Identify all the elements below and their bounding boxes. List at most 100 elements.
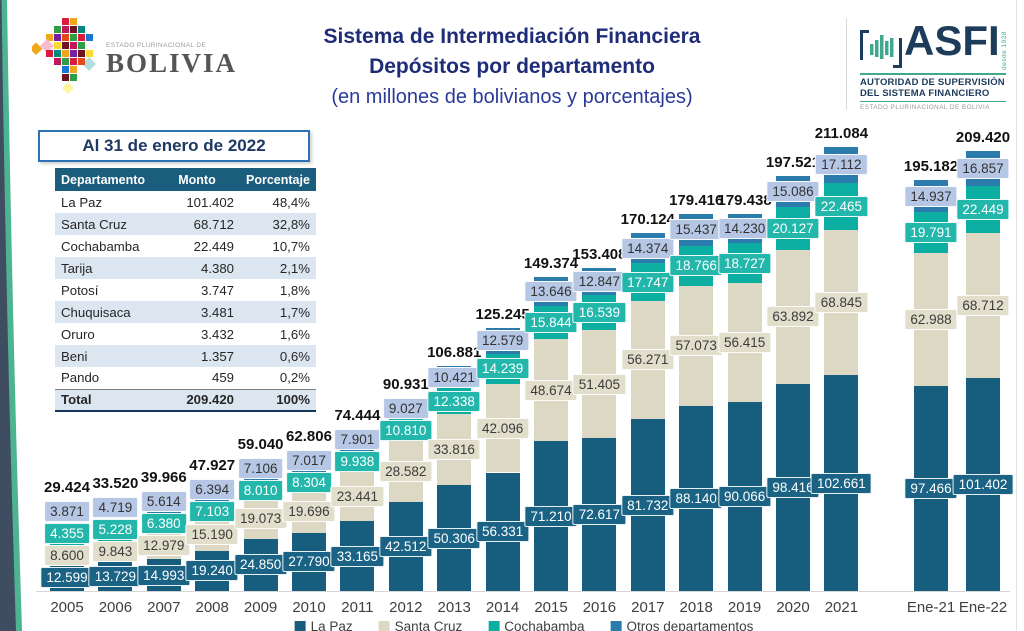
legend-item-otros-departamentos: Otros departamentos (610, 619, 753, 631)
value-label-santa-cruz: 63.892 (766, 306, 820, 328)
left-swoosh-decoration (0, 0, 22, 631)
value-label-cochabamba: 6.380 (140, 513, 187, 535)
value-label-santa-cruz: 68.845 (814, 292, 869, 314)
porcentaje-cell: 100% (240, 388, 316, 412)
legend-swatch-icon (294, 621, 306, 631)
bolivia-logo-line2: BOLIVIA (106, 48, 238, 78)
legend-swatch-icon (378, 621, 390, 631)
table-row: Chuquisaca 3.481 1,7% (55, 301, 316, 323)
bar-total-label: 59.040 (237, 435, 284, 453)
value-label-santa-cruz: 19.696 (282, 501, 336, 523)
bar-total-label: 90.931 (382, 375, 429, 393)
bar-total-label: 33.520 (92, 475, 139, 493)
value-label-cochabamba: 4.355 (44, 522, 90, 544)
value-label-santa-cruz: 42.096 (475, 417, 530, 439)
monto-cell: 4.380 (200, 260, 234, 276)
value-label-santa-cruz: 28.582 (379, 461, 433, 483)
departments-table: Departamento Monto Porcentaje La Paz 101.… (55, 168, 316, 412)
value-label-la-paz: 98.416 (766, 476, 820, 498)
bar-total-label: 179.416 (669, 191, 724, 209)
table-row: Cochabamba 22.449 10,7% (55, 235, 316, 257)
monto-cell: 209.420 (154, 388, 240, 412)
value-label-cochabamba: 18.727 (717, 252, 772, 274)
value-label-santa-cruz: 62.988 (904, 309, 958, 331)
value-label-otros-departamentos: 5.614 (140, 491, 187, 513)
value-label-santa-cruz: 19.073 (233, 508, 288, 530)
x-axis-category-label: 2016 (582, 599, 617, 616)
slide-right-edge (1016, 0, 1017, 631)
monto-cell: 68.712 (193, 216, 234, 232)
legend-swatch-icon (488, 621, 500, 631)
value-label-la-paz: 33.165 (330, 545, 385, 567)
asfi-rule-bottom (860, 101, 1006, 103)
value-label-cochabamba: 9.938 (334, 450, 381, 472)
value-label-otros-departamentos: 7.017 (286, 449, 332, 471)
value-label-la-paz: 97.466 (904, 477, 958, 499)
value-label-santa-cruz: 9.843 (92, 541, 139, 563)
value-label-otros-departamentos: 17.112 (815, 154, 868, 176)
legend-item-santa-cruz: Santa Cruz (378, 619, 462, 631)
bar-total-label: 47.927 (189, 456, 236, 474)
value-label-cochabamba: 22.465 (814, 196, 869, 218)
value-label-cochabamba: 15.844 (524, 311, 578, 333)
value-label-la-paz: 71.210 (524, 505, 578, 527)
bolivia-logo-line1: ESTADO PLURINACIONAL DE (106, 42, 207, 49)
asfi-subtitle-line2: DEL SISTEMA FINANCIERO (860, 88, 990, 100)
chart-titles: Sistema de Intermediación Financiera Dep… (262, 22, 762, 112)
x-axis-category-label: 2015 (534, 599, 568, 616)
porcentaje-cell: 0,2% (279, 370, 310, 386)
bar-total-label: 195.182 (903, 158, 959, 176)
x-axis-category-label: Ene-21 (906, 599, 956, 616)
monto-cell: 22.449 (193, 238, 234, 254)
dept-name-cell: Tarija (61, 260, 93, 276)
equalizer-bars-icon (860, 30, 902, 68)
as-of-date-box: Al 31 de enero de 2022 (38, 130, 310, 162)
value-label-la-paz: 81.732 (621, 494, 675, 516)
value-label-la-paz: 42.512 (379, 535, 433, 557)
value-label-cochabamba: 19.791 (904, 222, 958, 244)
value-label-la-paz: 102.661 (810, 472, 872, 494)
table-row: Santa Cruz 68.712 32,8% (55, 213, 316, 235)
value-label-cochabamba: 18.766 (669, 255, 723, 277)
bar-total-label: 29.424 (44, 478, 90, 496)
porcentaje-cell: 0,6% (279, 348, 310, 364)
value-label-otros-departamentos: 6.394 (189, 478, 236, 500)
porcentaje-cell: 1,8% (279, 282, 310, 298)
value-label-cochabamba: 14.239 (475, 358, 530, 380)
x-axis-category-label: 2007 (147, 599, 181, 616)
monto-cell: 3.481 (200, 304, 234, 320)
x-axis-category-label: 2021 (824, 599, 859, 616)
value-label-otros-departamentos: 7.106 (237, 457, 284, 479)
x-axis-category-label: 2014 (485, 599, 520, 616)
title-line3: (en millones de bolivianos y porcentajes… (331, 85, 693, 108)
x-axis-category-label: 2006 (98, 599, 133, 616)
bar-total-label: 170.124 (620, 211, 675, 229)
x-axis-category-label: 2005 (50, 599, 84, 616)
value-label-cochabamba: 12.338 (427, 390, 481, 412)
table-header-row: Departamento Monto Porcentaje (55, 168, 316, 191)
value-label-santa-cruz: 57.073 (669, 335, 723, 357)
value-label-otros-departamentos: 12.579 (475, 330, 530, 352)
x-axis-category-label: 2012 (389, 599, 423, 616)
col-header-monto: Monto (154, 168, 240, 191)
bar-total-label: 106.881 (427, 344, 482, 362)
porcentaje-cell: 2,1% (279, 260, 310, 276)
bar-total-label: 62.806 (286, 427, 332, 445)
x-axis-category-label: 2009 (243, 599, 278, 616)
dept-name-cell: Cochabamba (61, 238, 140, 254)
legend-item-cochabamba: Cochabamba (488, 619, 585, 631)
value-label-santa-cruz: 51.405 (572, 373, 627, 395)
dept-name-cell: Santa Cruz (61, 216, 127, 232)
value-label-santa-cruz: 8.600 (44, 544, 90, 566)
value-label-cochabamba: 22.449 (956, 199, 1010, 221)
value-label-la-paz: 56.331 (475, 521, 530, 543)
bar-total-label: 125.245 (475, 305, 530, 323)
table-total-row: Total 209.420 100% (55, 388, 316, 412)
bar-total-label: 211.084 (814, 125, 869, 142)
value-label-otros-departamentos: 3.871 (44, 500, 90, 522)
value-label-la-paz: 90.066 (717, 485, 772, 507)
monto-cell: 101.402 (186, 194, 234, 210)
legend-label: La Paz (310, 619, 353, 631)
value-label-la-paz: 50.306 (427, 527, 481, 549)
